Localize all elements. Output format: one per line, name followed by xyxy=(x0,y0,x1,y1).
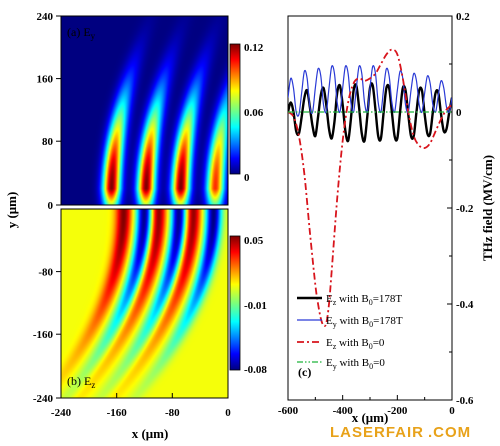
c-x-tick-label: -400 xyxy=(333,405,354,417)
legend-label: Ez with B0=178T xyxy=(326,293,402,307)
colorbar-a xyxy=(229,43,241,175)
x-tick-label: -80 xyxy=(165,407,180,419)
colorbar-a-tick-label: 0 xyxy=(244,172,250,184)
left-x-axis-label: x (μm) xyxy=(132,426,169,441)
right-x-axis-label: x (μm) xyxy=(352,410,389,425)
y-tick-label: -240 xyxy=(33,393,54,405)
y-tick-label: 0 xyxy=(48,200,54,212)
c-x-tick-label: 0 xyxy=(449,405,455,417)
panel-a-label: (a) Ey xyxy=(67,25,96,41)
c-y-tick-label: -0.4 xyxy=(456,299,474,311)
colorbar-ticks: 0.12 0.06 0 0.05 -0.01 -0.08 xyxy=(244,42,267,376)
c-x-tick-label: -600 xyxy=(278,405,299,417)
y-tick-label: 160 xyxy=(37,74,54,86)
colorbar-b xyxy=(229,235,241,371)
series-line-2 xyxy=(288,48,452,328)
legend-label: Ez with B0=0 xyxy=(326,337,385,351)
panel-c-axes: -600 -400 -200 0 0.2 0 -0.2 -0.4 -0.6 xyxy=(278,11,474,417)
legend-label: Ey with B0=178T xyxy=(326,315,403,329)
panel-c-line-chart: -600 -400 -200 0 0.2 0 -0.2 -0.4 -0.6 Ez with B0… xyxy=(278,11,474,417)
x-tick-label: -160 xyxy=(107,407,128,419)
c-y-tick-label: 0 xyxy=(456,107,462,119)
c-y-tick-label: 0.2 xyxy=(456,11,470,23)
colorbar-a-tick-label: 0.06 xyxy=(244,107,264,119)
panel-b-ez-heatmap: (b) Ez xyxy=(60,208,229,399)
left-y-axis-label: y (μm) xyxy=(4,192,19,229)
ey-field-map xyxy=(61,16,228,205)
heatmap-axes: -240 -160 -80 0 240 160 80 0 -80 -160 -240 xyxy=(33,11,231,419)
c-y-tick-label: -0.2 xyxy=(456,203,474,215)
watermark: LASERFAIR .COM xyxy=(330,424,471,441)
colorbar-b-tick-label: -0.01 xyxy=(244,300,267,312)
colorbar-a-tick-label: 0.12 xyxy=(244,42,264,54)
right-y-axis-label: THz field (MV/cm) xyxy=(480,155,495,261)
panel-a-ey-heatmap: (a) Ey xyxy=(60,15,229,206)
c-x-tick-label: -200 xyxy=(387,405,408,417)
y-tick-label: -80 xyxy=(38,267,53,279)
panel-c-label: (c) xyxy=(298,365,311,379)
svg-text:.COM: .COM xyxy=(428,424,471,441)
y-tick-label: 240 xyxy=(37,11,54,23)
legend-label: Ey with B0=0 xyxy=(326,357,385,371)
svg-text:LASERFAIR: LASERFAIR xyxy=(330,424,424,441)
colorbar-b-tick-label: 0.05 xyxy=(244,235,264,247)
colorbar-b-tick-label: -0.08 xyxy=(244,364,267,376)
y-tick-label: -160 xyxy=(33,329,54,341)
series-line-1 xyxy=(288,65,452,117)
x-tick-label: 0 xyxy=(225,407,231,419)
panel-c-series xyxy=(288,48,452,328)
c-y-tick-label: -0.6 xyxy=(456,395,474,407)
panel-c-legend: Ez with B0=178T Ey with B0=178T Ez with B0… xyxy=(297,293,403,371)
x-tick-label: -240 xyxy=(51,407,72,419)
ez-field-map xyxy=(61,209,228,398)
y-tick-label: 80 xyxy=(42,136,54,148)
panel-b-label: (b) Ez xyxy=(67,374,95,390)
